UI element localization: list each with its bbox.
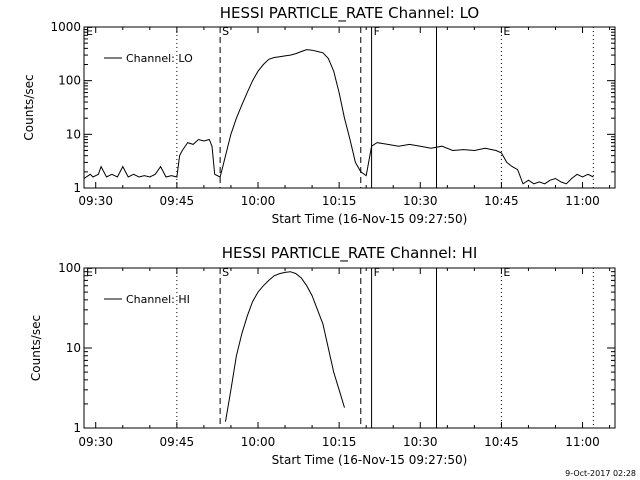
chart-title: HESSI PARTICLE_RATE Channel: LO	[220, 4, 479, 23]
x-tick-label: 10:15	[322, 435, 357, 449]
event-marker-label: F	[374, 266, 380, 279]
plot-frame	[83, 267, 616, 429]
event-marker-label: E	[503, 25, 510, 38]
y-tick-label: 10	[66, 341, 81, 355]
y-tick-label: 100	[58, 74, 81, 88]
x-axis-label: Start Time (16-Nov-15 09:27:50)	[272, 453, 468, 467]
event-marker-label: E	[86, 25, 93, 38]
x-tick-label: 09:45	[160, 435, 195, 449]
event-marker-label: E	[503, 266, 510, 279]
x-tick-label: 10:00	[241, 194, 276, 208]
x-tick-label: 11:00	[565, 435, 600, 449]
x-tick-label: 10:30	[403, 435, 438, 449]
footer-timestamp: 9-Oct-2017 02:28	[565, 469, 636, 478]
y-tick-label: 1000	[50, 20, 81, 34]
y-tick-label: 1	[73, 181, 81, 195]
event-marker-label: F	[374, 25, 380, 38]
event-marker-label: S	[222, 266, 229, 279]
x-tick-label: 09:30	[78, 194, 113, 208]
x-tick-label: 09:30	[78, 435, 113, 449]
chart-title: HESSI PARTICLE_RATE Channel: HI	[222, 244, 478, 263]
y-tick-label: 10	[66, 127, 81, 141]
x-tick-label: 09:45	[160, 194, 195, 208]
x-tick-label: 10:00	[241, 435, 276, 449]
series-line	[83, 49, 594, 185]
legend-label: Channel: HI	[126, 293, 190, 306]
x-tick-label: 10:45	[484, 435, 519, 449]
y-axis-label: Counts/sec	[29, 315, 43, 381]
legend-label: Channel: LO	[126, 52, 193, 65]
chart-panel-1: HESSI PARTICLE_RATE Channel: HI 09:30 09:4…	[29, 244, 616, 467]
x-tick-label: 10:45	[484, 194, 519, 208]
x-axis-label: Start Time (16-Nov-15 09:27:50)	[272, 212, 468, 226]
y-tick-label: 1	[73, 421, 81, 435]
series-line	[225, 271, 345, 422]
event-marker-label: S	[222, 25, 229, 38]
x-tick-label: 10:15	[322, 194, 357, 208]
x-tick-label: 11:00	[565, 194, 600, 208]
y-tick-label: 100	[58, 261, 81, 275]
x-tick-label: 10:30	[403, 194, 438, 208]
y-axis-label: Counts/sec	[22, 74, 36, 140]
event-marker-label: E	[86, 266, 93, 279]
chart-panel-0: HESSI PARTICLE_RATE Channel: LO 09:30 09:4…	[22, 4, 616, 226]
